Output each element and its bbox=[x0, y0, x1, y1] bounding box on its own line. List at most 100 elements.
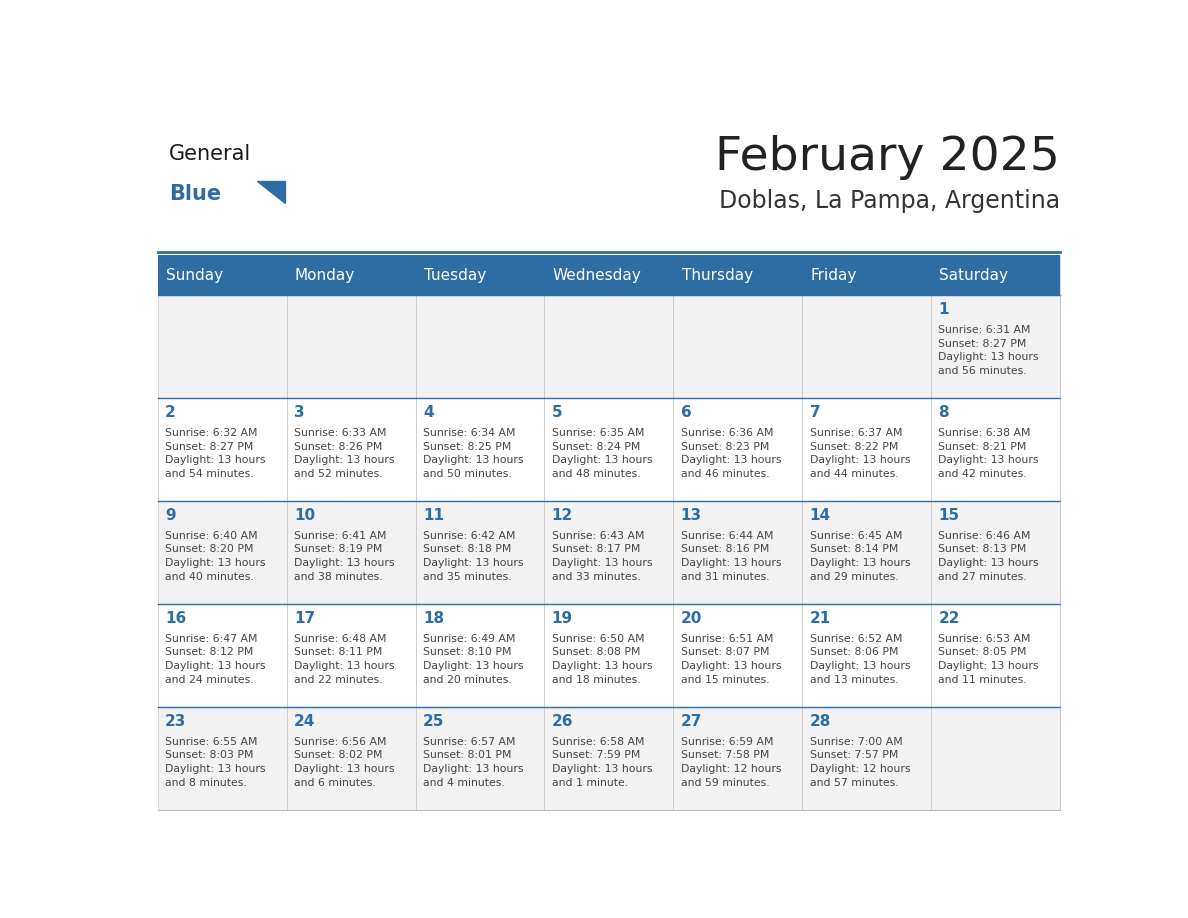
Text: 25: 25 bbox=[423, 714, 444, 729]
Text: 19: 19 bbox=[551, 611, 573, 626]
Bar bbox=[158, 296, 286, 398]
Bar bbox=[674, 398, 802, 501]
Bar bbox=[931, 255, 1060, 296]
Text: Wednesday: Wednesday bbox=[552, 268, 642, 283]
Text: 20: 20 bbox=[681, 611, 702, 626]
Text: Monday: Monday bbox=[295, 268, 355, 283]
Bar bbox=[802, 604, 931, 707]
Text: Sunrise: 6:48 AM
Sunset: 8:11 PM
Daylight: 13 hours
and 22 minutes.: Sunrise: 6:48 AM Sunset: 8:11 PM Dayligh… bbox=[293, 633, 394, 685]
Text: Doblas, La Pampa, Argentina: Doblas, La Pampa, Argentina bbox=[719, 189, 1060, 213]
Bar bbox=[158, 501, 286, 604]
Text: Sunrise: 6:50 AM
Sunset: 8:08 PM
Daylight: 13 hours
and 18 minutes.: Sunrise: 6:50 AM Sunset: 8:08 PM Dayligh… bbox=[551, 633, 652, 685]
Text: 13: 13 bbox=[681, 509, 702, 523]
Text: Sunrise: 6:56 AM
Sunset: 8:02 PM
Daylight: 13 hours
and 6 minutes.: Sunrise: 6:56 AM Sunset: 8:02 PM Dayligh… bbox=[293, 737, 394, 788]
Text: Sunrise: 6:37 AM
Sunset: 8:22 PM
Daylight: 13 hours
and 44 minutes.: Sunrise: 6:37 AM Sunset: 8:22 PM Dayligh… bbox=[809, 428, 910, 479]
Text: 10: 10 bbox=[293, 509, 315, 523]
Text: Sunrise: 6:40 AM
Sunset: 8:20 PM
Daylight: 13 hours
and 40 minutes.: Sunrise: 6:40 AM Sunset: 8:20 PM Dayligh… bbox=[165, 531, 266, 582]
Bar bbox=[286, 398, 416, 501]
Bar bbox=[286, 707, 416, 810]
Text: Friday: Friday bbox=[810, 268, 857, 283]
Bar bbox=[416, 296, 544, 398]
Bar bbox=[931, 501, 1060, 604]
Text: Sunrise: 6:57 AM
Sunset: 8:01 PM
Daylight: 13 hours
and 4 minutes.: Sunrise: 6:57 AM Sunset: 8:01 PM Dayligh… bbox=[423, 737, 524, 788]
Text: 27: 27 bbox=[681, 714, 702, 729]
Bar bbox=[931, 398, 1060, 501]
Text: 9: 9 bbox=[165, 509, 176, 523]
Text: 17: 17 bbox=[293, 611, 315, 626]
Bar bbox=[416, 604, 544, 707]
Text: Sunrise: 6:52 AM
Sunset: 8:06 PM
Daylight: 13 hours
and 13 minutes.: Sunrise: 6:52 AM Sunset: 8:06 PM Dayligh… bbox=[809, 633, 910, 685]
Text: 16: 16 bbox=[165, 611, 187, 626]
Text: 15: 15 bbox=[939, 509, 960, 523]
Bar bbox=[416, 707, 544, 810]
Bar bbox=[931, 604, 1060, 707]
Text: 11: 11 bbox=[423, 509, 444, 523]
Text: Sunrise: 6:38 AM
Sunset: 8:21 PM
Daylight: 13 hours
and 42 minutes.: Sunrise: 6:38 AM Sunset: 8:21 PM Dayligh… bbox=[939, 428, 1040, 479]
Text: Sunday: Sunday bbox=[166, 268, 223, 283]
Text: 2: 2 bbox=[165, 406, 176, 420]
Text: Sunrise: 6:51 AM
Sunset: 8:07 PM
Daylight: 13 hours
and 15 minutes.: Sunrise: 6:51 AM Sunset: 8:07 PM Dayligh… bbox=[681, 633, 782, 685]
Text: Sunrise: 6:41 AM
Sunset: 8:19 PM
Daylight: 13 hours
and 38 minutes.: Sunrise: 6:41 AM Sunset: 8:19 PM Dayligh… bbox=[293, 531, 394, 582]
Text: 4: 4 bbox=[423, 406, 434, 420]
Text: Sunrise: 6:47 AM
Sunset: 8:12 PM
Daylight: 13 hours
and 24 minutes.: Sunrise: 6:47 AM Sunset: 8:12 PM Dayligh… bbox=[165, 633, 266, 685]
Bar bbox=[544, 707, 674, 810]
Bar bbox=[286, 501, 416, 604]
Bar bbox=[544, 501, 674, 604]
Text: Blue: Blue bbox=[169, 185, 221, 205]
Bar bbox=[416, 501, 544, 604]
Text: Sunrise: 7:00 AM
Sunset: 7:57 PM
Daylight: 12 hours
and 57 minutes.: Sunrise: 7:00 AM Sunset: 7:57 PM Dayligh… bbox=[809, 737, 910, 788]
Bar bbox=[544, 398, 674, 501]
Bar bbox=[416, 255, 544, 296]
Text: Sunrise: 6:58 AM
Sunset: 7:59 PM
Daylight: 13 hours
and 1 minute.: Sunrise: 6:58 AM Sunset: 7:59 PM Dayligh… bbox=[551, 737, 652, 788]
Text: 18: 18 bbox=[423, 611, 444, 626]
Text: 23: 23 bbox=[165, 714, 187, 729]
Text: Sunrise: 6:46 AM
Sunset: 8:13 PM
Daylight: 13 hours
and 27 minutes.: Sunrise: 6:46 AM Sunset: 8:13 PM Dayligh… bbox=[939, 531, 1040, 582]
Bar bbox=[674, 707, 802, 810]
Bar bbox=[802, 296, 931, 398]
Bar bbox=[544, 296, 674, 398]
Text: 12: 12 bbox=[551, 509, 573, 523]
Bar bbox=[931, 707, 1060, 810]
Bar bbox=[802, 255, 931, 296]
Text: 24: 24 bbox=[293, 714, 315, 729]
Bar bbox=[286, 604, 416, 707]
Bar bbox=[674, 604, 802, 707]
Bar bbox=[544, 255, 674, 296]
Bar bbox=[802, 501, 931, 604]
Text: 5: 5 bbox=[551, 406, 562, 420]
Text: Sunrise: 6:55 AM
Sunset: 8:03 PM
Daylight: 13 hours
and 8 minutes.: Sunrise: 6:55 AM Sunset: 8:03 PM Dayligh… bbox=[165, 737, 266, 788]
Text: Sunrise: 6:45 AM
Sunset: 8:14 PM
Daylight: 13 hours
and 29 minutes.: Sunrise: 6:45 AM Sunset: 8:14 PM Dayligh… bbox=[809, 531, 910, 582]
Text: 14: 14 bbox=[809, 509, 830, 523]
Text: 6: 6 bbox=[681, 406, 691, 420]
Text: Sunrise: 6:49 AM
Sunset: 8:10 PM
Daylight: 13 hours
and 20 minutes.: Sunrise: 6:49 AM Sunset: 8:10 PM Dayligh… bbox=[423, 633, 524, 685]
Text: Thursday: Thursday bbox=[682, 268, 753, 283]
Text: Sunrise: 6:31 AM
Sunset: 8:27 PM
Daylight: 13 hours
and 56 minutes.: Sunrise: 6:31 AM Sunset: 8:27 PM Dayligh… bbox=[939, 325, 1040, 375]
Bar bbox=[674, 501, 802, 604]
Bar bbox=[802, 707, 931, 810]
Text: Sunrise: 6:59 AM
Sunset: 7:58 PM
Daylight: 12 hours
and 59 minutes.: Sunrise: 6:59 AM Sunset: 7:58 PM Dayligh… bbox=[681, 737, 782, 788]
Bar bbox=[158, 604, 286, 707]
Text: Sunrise: 6:34 AM
Sunset: 8:25 PM
Daylight: 13 hours
and 50 minutes.: Sunrise: 6:34 AM Sunset: 8:25 PM Dayligh… bbox=[423, 428, 524, 479]
Bar bbox=[802, 398, 931, 501]
Text: 1: 1 bbox=[939, 302, 949, 318]
Text: Sunrise: 6:33 AM
Sunset: 8:26 PM
Daylight: 13 hours
and 52 minutes.: Sunrise: 6:33 AM Sunset: 8:26 PM Dayligh… bbox=[293, 428, 394, 479]
Bar bbox=[674, 296, 802, 398]
Text: Sunrise: 6:53 AM
Sunset: 8:05 PM
Daylight: 13 hours
and 11 minutes.: Sunrise: 6:53 AM Sunset: 8:05 PM Dayligh… bbox=[939, 633, 1040, 685]
Polygon shape bbox=[257, 181, 285, 204]
Text: Saturday: Saturday bbox=[940, 268, 1009, 283]
Bar bbox=[674, 255, 802, 296]
Bar bbox=[416, 398, 544, 501]
Text: 7: 7 bbox=[809, 406, 820, 420]
Text: Sunrise: 6:42 AM
Sunset: 8:18 PM
Daylight: 13 hours
and 35 minutes.: Sunrise: 6:42 AM Sunset: 8:18 PM Dayligh… bbox=[423, 531, 524, 582]
Text: Sunrise: 6:43 AM
Sunset: 8:17 PM
Daylight: 13 hours
and 33 minutes.: Sunrise: 6:43 AM Sunset: 8:17 PM Dayligh… bbox=[551, 531, 652, 582]
Text: 26: 26 bbox=[551, 714, 574, 729]
Text: Tuesday: Tuesday bbox=[424, 268, 486, 283]
Text: Sunrise: 6:36 AM
Sunset: 8:23 PM
Daylight: 13 hours
and 46 minutes.: Sunrise: 6:36 AM Sunset: 8:23 PM Dayligh… bbox=[681, 428, 782, 479]
Text: February 2025: February 2025 bbox=[715, 135, 1060, 180]
Text: 3: 3 bbox=[293, 406, 304, 420]
Bar bbox=[158, 707, 286, 810]
Bar bbox=[286, 296, 416, 398]
Bar bbox=[931, 296, 1060, 398]
Bar bbox=[544, 604, 674, 707]
Bar bbox=[158, 255, 286, 296]
